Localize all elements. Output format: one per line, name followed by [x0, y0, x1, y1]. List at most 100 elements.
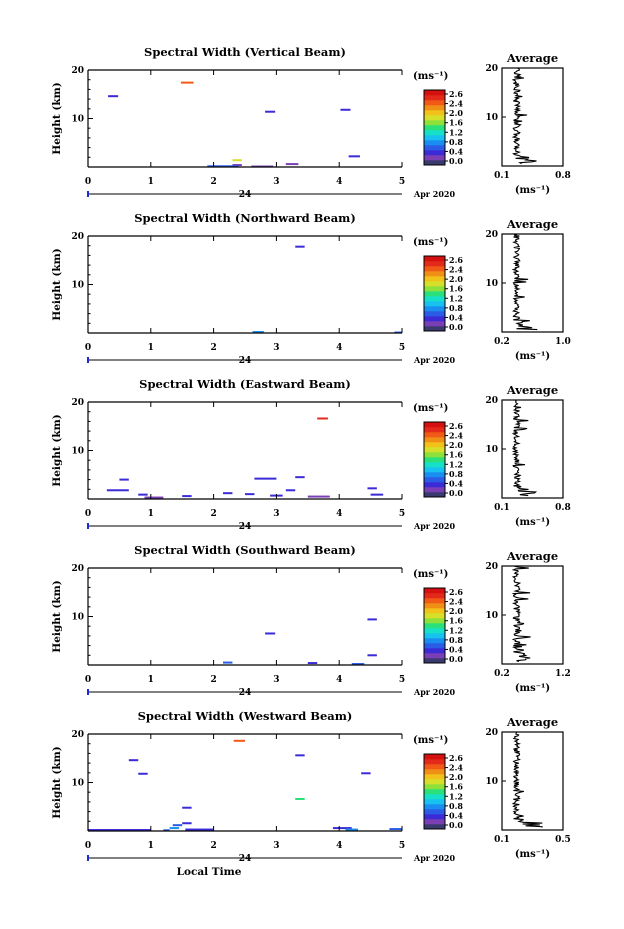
- colorbar-label: 0.4: [449, 146, 463, 156]
- colorbar-swatch: [424, 784, 445, 790]
- colorbar-swatch: [424, 271, 445, 277]
- average-title: Average: [506, 715, 558, 729]
- y-axis-label: Height (km): [51, 82, 63, 154]
- colorbar-label: 2.6: [449, 421, 463, 431]
- average-x-tick-label: 0.5: [555, 835, 571, 845]
- x-tick-label: 0: [85, 675, 91, 685]
- colorbar-swatch: [424, 482, 445, 488]
- average-profile-line: [511, 399, 538, 497]
- colorbar-swatch: [424, 653, 445, 659]
- x-tick-label: 4: [336, 343, 342, 353]
- date-label: Apr 2020: [413, 355, 456, 365]
- data-segment: [106, 489, 129, 492]
- colorbar-label: 1.6: [449, 118, 463, 128]
- colorbar-swatch: [424, 467, 445, 473]
- x-axis-label: Local Time: [177, 866, 242, 878]
- data-segment: [169, 827, 180, 830]
- x-tick-label: 4: [336, 841, 342, 851]
- x-tick-label: 2: [210, 675, 216, 685]
- data-segment: [367, 618, 377, 621]
- colorbar-label: 2.6: [449, 753, 463, 763]
- average-title: Average: [506, 51, 558, 65]
- colorbar-swatch: [424, 316, 445, 322]
- colorbar-label: 2.0: [449, 440, 463, 450]
- panel-title: Spectral Width (Southward Beam): [134, 543, 356, 557]
- day-label: 24: [239, 190, 252, 200]
- colorbar-swatch: [424, 321, 445, 327]
- colorbar-swatch: [424, 774, 445, 780]
- y-tick-label: 20: [71, 564, 84, 574]
- colorbar-label: 2.4: [449, 597, 463, 607]
- colorbar-swatch: [424, 160, 445, 166]
- colorbar-label: 1.6: [449, 284, 463, 294]
- colorbar-swatch: [424, 140, 445, 146]
- colorbar-swatch: [424, 628, 445, 634]
- colorbar-frame: [423, 89, 446, 166]
- data-segment: [185, 828, 214, 831]
- data-segment: [172, 824, 183, 827]
- data-segment: [163, 829, 170, 832]
- colorbar-label: 2.4: [449, 763, 463, 773]
- x-tick-label: 5: [399, 509, 405, 519]
- colorbar-swatch: [424, 492, 445, 498]
- average-y-tick-label: 20: [485, 396, 498, 406]
- x-tick-label: 3: [273, 343, 279, 353]
- average-x-tick-label: 0.1: [494, 503, 510, 513]
- average-x-tick-label: 0.8: [555, 171, 571, 181]
- x-tick-label: 4: [336, 177, 342, 187]
- colorbar-swatch: [424, 447, 445, 453]
- data-segment: [345, 828, 359, 831]
- colorbar-swatch: [424, 462, 445, 468]
- x-tick-label: 5: [399, 177, 405, 187]
- data-segment: [182, 495, 192, 498]
- colorbar-swatch: [424, 90, 445, 96]
- colorbar-label: 2.6: [449, 255, 463, 265]
- colorbar-label: 1.2: [449, 791, 463, 801]
- y-tick-label: 10: [71, 779, 84, 789]
- data-segment: [332, 827, 352, 830]
- x-tick-label: 0: [85, 343, 91, 353]
- colorbar-swatch: [424, 306, 445, 312]
- y-axis-label: Height (km): [51, 746, 63, 818]
- colorbar-swatch: [424, 593, 445, 599]
- colorbar-swatch: [424, 125, 445, 131]
- colorbar-frame: [423, 587, 446, 664]
- data-segment: [207, 165, 239, 168]
- x-tick-label: 5: [399, 343, 405, 353]
- average-y-tick-label: 10: [485, 777, 498, 787]
- colorbar-swatch: [424, 281, 445, 287]
- data-segment: [223, 492, 233, 495]
- average-y-tick-label: 10: [485, 113, 498, 123]
- colorbar-unit: (ms⁻¹): [413, 237, 448, 248]
- colorbar-swatch: [424, 608, 445, 614]
- y-tick-label: 20: [71, 66, 84, 76]
- y-axis-label: Height (km): [51, 580, 63, 652]
- colorbar-label: 0.0: [449, 488, 463, 498]
- average-frame: [501, 565, 564, 665]
- colorbar-swatch: [424, 155, 445, 161]
- colorbar-label: 0.8: [449, 801, 463, 811]
- average-x-unit: (ms⁻¹): [515, 849, 550, 860]
- data-segment: [182, 806, 192, 809]
- colorbar-label: 2.4: [449, 431, 463, 441]
- colorbar-swatch: [424, 588, 445, 594]
- y-tick-label: 10: [71, 613, 84, 623]
- data-segment: [232, 159, 242, 162]
- colorbar-swatch: [424, 437, 445, 443]
- colorbar-swatch: [424, 266, 445, 272]
- colorbar-swatch: [424, 487, 445, 493]
- colorbar-swatch: [424, 291, 445, 297]
- data-segment: [138, 493, 148, 496]
- colorbar-swatch: [424, 623, 445, 629]
- data-segment: [182, 822, 192, 825]
- data-segment: [370, 493, 384, 496]
- colorbar-label: 0.8: [449, 137, 463, 147]
- x-tick-label: 2: [210, 841, 216, 851]
- colorbar-swatch: [424, 442, 445, 448]
- data-segment: [351, 663, 365, 666]
- average-y-tick-label: 20: [485, 728, 498, 738]
- colorbar-swatch: [424, 814, 445, 820]
- colorbar-swatch: [424, 256, 445, 262]
- data-segment: [285, 489, 296, 492]
- day-label: 24: [239, 356, 252, 366]
